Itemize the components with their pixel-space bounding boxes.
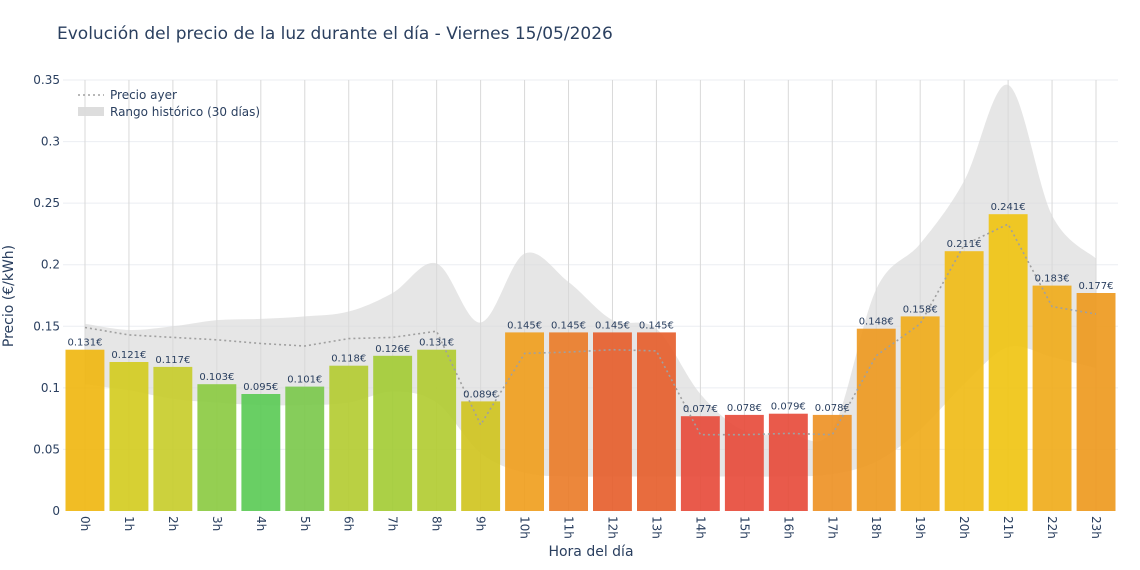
y-tick-label: 0.2	[41, 258, 60, 272]
bar-6h	[329, 365, 369, 511]
yesterday-price-line	[84, 223, 1097, 436]
bar-value-label: 0.101€	[287, 375, 322, 386]
bar-value-label: 0.145€	[595, 320, 630, 331]
bar-value-label: 0.095€	[243, 382, 278, 393]
x-axis-label: Hora del día	[548, 544, 633, 560]
x-tick-label: 9h	[474, 516, 488, 531]
bar-16h	[768, 413, 808, 511]
y-tick-label: 0.3	[41, 135, 60, 149]
bar-value-label: 0.241€	[991, 202, 1026, 213]
bar-value-label: 0.078€	[815, 403, 850, 414]
bar-18h	[856, 328, 896, 511]
bar-19h	[900, 316, 940, 511]
x-tick-label: 10h	[518, 516, 532, 539]
y-tick-label: 0.15	[33, 319, 60, 333]
bar-value-label: 0.131€	[419, 338, 454, 349]
y-tick-label: 0.35	[33, 73, 60, 87]
bar-value-label: 0.211€	[947, 239, 982, 250]
bar-9h	[461, 401, 501, 511]
x-tick-label: 13h	[649, 516, 663, 539]
x-tick-label: 7h	[386, 516, 400, 531]
bar-21h	[988, 214, 1028, 511]
legend-yesterday-label: Precio ayer	[110, 88, 177, 102]
y-axis-label: Precio (€/kWh)	[1, 245, 17, 347]
x-tick-label: 4h	[254, 516, 268, 531]
x-tick-label: 1h	[122, 516, 136, 531]
bar-11h	[549, 332, 588, 511]
x-tick-label: 6h	[342, 516, 356, 531]
x-tick-label: 17h	[825, 516, 839, 539]
bar-2h	[153, 366, 193, 511]
x-tick-label: 8h	[430, 516, 444, 531]
y-tick-label: 0	[52, 504, 60, 518]
bar-1h	[109, 362, 149, 511]
bar-value-label: 0.131€	[68, 338, 103, 349]
chart-title: Evolución del precio de la luz durante e…	[57, 24, 613, 44]
bar-value-label: 0.079€	[771, 402, 806, 413]
x-axis-ticks: 0h 1h 2h 3h 4h 5h 6h 7h 8h 9h 10h 11h 12h 13h 14h 15h 16…	[78, 516, 1103, 539]
x-tick-label: 23h	[1089, 516, 1103, 539]
x-tick-label: 22h	[1045, 516, 1059, 539]
x-tick-label: 12h	[606, 516, 620, 539]
x-tick-label: 15h	[737, 516, 751, 539]
bar-7h	[373, 355, 413, 511]
bar-22h	[1032, 285, 1072, 511]
x-tick-label: 2h	[166, 516, 180, 531]
bar-value-label: 0.089€	[463, 389, 498, 400]
bar-value-label: 0.118€	[331, 354, 366, 365]
bar-value-label: 0.121€	[111, 350, 146, 361]
legend: Precio ayer Rango histórico (30 días)	[78, 88, 260, 119]
bars	[65, 214, 1116, 511]
x-tick-label: 11h	[562, 516, 576, 539]
bar-23h	[1076, 293, 1116, 511]
bar-14h	[680, 416, 720, 511]
bar-labels: 0.131€ 0.121€ 0.117€ 0.103€ 0.095€ 0.101€ 0.11…	[68, 202, 1114, 415]
bar-value-label: 0.145€	[507, 320, 542, 331]
x-tick-label: 20h	[957, 516, 971, 539]
bar-value-label: 0.077€	[683, 404, 718, 415]
bar-5h	[285, 386, 325, 511]
historical-range-band	[85, 84, 1096, 477]
bar-15h	[724, 414, 764, 511]
x-tick-label: 0h	[78, 516, 92, 531]
bar-0h	[65, 349, 105, 511]
x-tick-label: 21h	[1001, 516, 1015, 539]
x-tick-label: 14h	[693, 516, 707, 539]
bar-value-label: 0.078€	[727, 403, 762, 414]
bar-value-label: 0.158€	[903, 304, 938, 315]
legend-range-swatch	[78, 107, 104, 116]
y-axis-ticks: 0 0.05 0.1 0.15 0.2 0.25 0.3 0.35	[33, 73, 60, 518]
bar-value-label: 0.177€	[1079, 281, 1114, 292]
bar-13h	[637, 332, 676, 511]
bar-4h	[241, 394, 281, 511]
bar-value-label: 0.126€	[375, 344, 410, 355]
x-tick-label: 3h	[210, 516, 224, 531]
x-tick-label: 19h	[913, 516, 927, 539]
bar-value-label: 0.148€	[859, 317, 894, 328]
bar-value-label: 0.117€	[155, 355, 190, 366]
bar-8h	[417, 349, 457, 511]
bar-value-label: 0.145€	[639, 320, 674, 331]
bar-3h	[197, 384, 237, 511]
x-tick-label: 5h	[298, 516, 312, 531]
y-tick-label: 0.25	[33, 196, 60, 210]
bar-10h	[505, 332, 544, 511]
legend-range-label: Rango histórico (30 días)	[110, 105, 260, 119]
bar-value-label: 0.183€	[1035, 274, 1070, 285]
x-tick-label: 16h	[781, 516, 795, 539]
x-tick-label: 18h	[869, 516, 883, 539]
y-tick-label: 0.05	[33, 442, 60, 456]
bar-17h	[812, 414, 852, 511]
bar-value-label: 0.103€	[199, 372, 234, 383]
bar-20h	[944, 251, 984, 511]
bar-12h	[593, 332, 632, 511]
bar-value-label: 0.145€	[551, 320, 586, 331]
y-tick-label: 0.1	[41, 381, 60, 395]
